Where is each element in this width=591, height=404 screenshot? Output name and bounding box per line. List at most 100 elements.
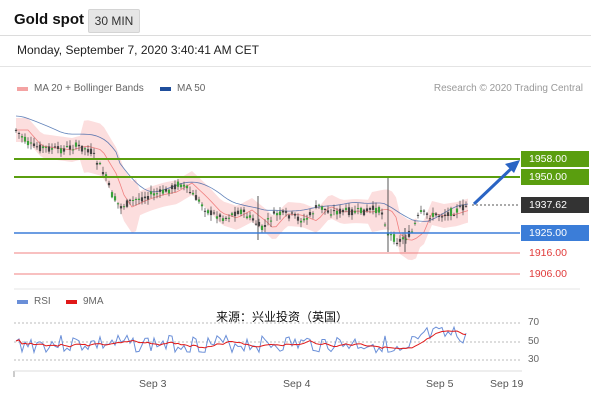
candle-body xyxy=(221,218,225,221)
candle-body xyxy=(341,209,345,213)
candle-body xyxy=(56,146,60,149)
candle-body xyxy=(305,218,309,220)
candle-body xyxy=(77,144,81,147)
candle-body xyxy=(107,182,111,186)
candle-body xyxy=(440,216,444,218)
candle-body xyxy=(350,209,354,216)
candle-body xyxy=(458,205,462,207)
candle-body xyxy=(14,129,18,131)
candle-body xyxy=(212,212,216,214)
candle-body xyxy=(161,189,165,194)
candle-body xyxy=(338,208,342,214)
candle-body xyxy=(128,199,132,201)
candle-body xyxy=(227,217,231,219)
candle-body xyxy=(23,136,27,142)
rsi-label: RSI xyxy=(34,296,51,307)
legend-ma50: MA 50 xyxy=(160,83,205,94)
candle-body xyxy=(236,210,240,214)
candle-body xyxy=(356,208,360,209)
candle-body xyxy=(446,212,450,216)
candle-body xyxy=(242,209,246,212)
candle-body xyxy=(377,207,381,213)
candle-body xyxy=(83,148,87,150)
candle-body xyxy=(320,206,324,210)
candle-body xyxy=(443,214,447,216)
candle-body xyxy=(110,192,114,198)
candle-body xyxy=(401,237,405,240)
candle-body xyxy=(416,214,420,216)
rsi-ma-swatch xyxy=(66,299,77,304)
candle-body xyxy=(251,218,255,221)
level-label-1925: 1925.00 xyxy=(521,225,589,241)
candle-body xyxy=(404,239,408,241)
candle-body xyxy=(398,238,402,242)
candle-body xyxy=(125,200,129,207)
candle-body xyxy=(32,143,36,147)
candle-body xyxy=(62,148,66,152)
candle-body xyxy=(434,213,438,216)
candle-body xyxy=(149,191,153,195)
candle-body xyxy=(53,146,57,148)
candle-body xyxy=(344,207,348,211)
candle-body xyxy=(278,211,282,216)
candle-body xyxy=(281,210,285,213)
rsi-axis-70: 70 xyxy=(528,317,540,328)
candle-body xyxy=(122,206,126,208)
candle-body xyxy=(425,213,429,215)
candle-body xyxy=(143,196,147,199)
candle-body xyxy=(332,210,336,212)
level-label-1916: 1916.00 xyxy=(529,247,567,259)
candle-body xyxy=(290,212,294,214)
rsi-ma-line xyxy=(15,330,467,350)
candle-body xyxy=(314,205,318,208)
candle-body xyxy=(323,209,327,210)
candle-body xyxy=(371,205,375,210)
candle-body xyxy=(428,218,432,220)
candle-body xyxy=(353,210,357,213)
candle-body xyxy=(218,214,222,217)
candle-body xyxy=(284,211,288,213)
legend-rsi: RSI xyxy=(17,296,51,307)
candle-body xyxy=(461,204,465,211)
candle-body xyxy=(452,215,456,216)
divider xyxy=(0,66,591,67)
candle-body xyxy=(287,215,291,219)
candle-body xyxy=(131,200,135,201)
rsi-line xyxy=(15,325,467,355)
candle-body xyxy=(380,212,384,215)
candle-body xyxy=(71,149,75,151)
candle-body xyxy=(254,223,258,225)
ma20-swatch xyxy=(17,86,28,91)
candle-body xyxy=(389,234,393,236)
candle-body xyxy=(299,220,303,223)
candle-body xyxy=(152,193,156,196)
candle-body xyxy=(347,207,351,216)
candle-body xyxy=(455,208,459,213)
candle-body xyxy=(176,181,180,187)
candle-body xyxy=(197,199,201,202)
candle-body xyxy=(170,185,174,190)
x-label-sep5: Sep 5 xyxy=(426,378,454,390)
candle-body xyxy=(164,189,168,192)
candle-body xyxy=(296,216,300,221)
candle-body xyxy=(182,184,186,187)
candle-body xyxy=(311,213,315,215)
level-label-1958: 1958.00 xyxy=(521,151,589,167)
bollinger-band xyxy=(16,118,468,261)
candle-body xyxy=(185,185,189,189)
candle-body xyxy=(101,172,105,175)
header-divider xyxy=(0,35,591,36)
candle-body xyxy=(203,210,207,212)
timeframe-button[interactable]: 30 MIN xyxy=(88,9,140,33)
candle-body xyxy=(422,210,426,212)
legend-rsi-ma: 9MA xyxy=(66,296,104,307)
timestamp: Monday, September 7, 2020 3:40:41 AM CET xyxy=(17,43,259,57)
candle-body xyxy=(65,146,69,147)
candle-body xyxy=(395,242,399,245)
candle-body xyxy=(275,213,279,216)
instrument-title: Gold spot xyxy=(14,11,84,28)
candle-body xyxy=(464,205,468,207)
x-label-sep3: Sep 3 xyxy=(139,378,167,390)
candle-body xyxy=(383,224,387,226)
